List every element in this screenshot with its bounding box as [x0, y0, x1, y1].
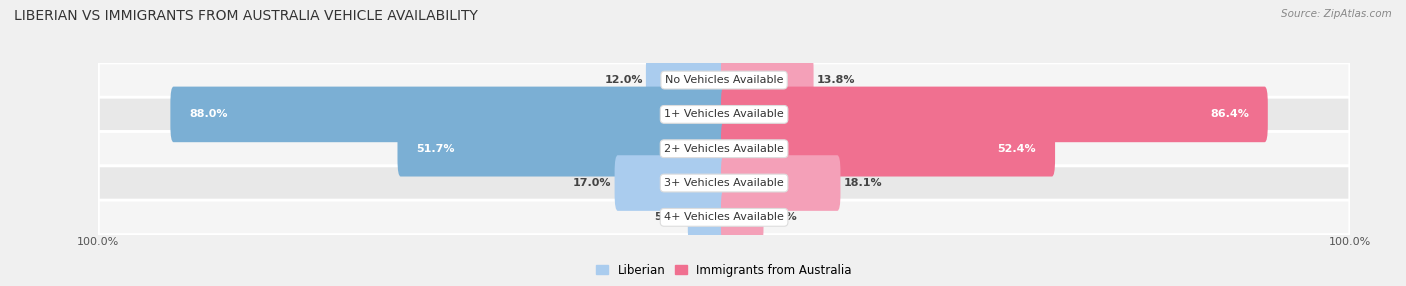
- Legend: Liberian, Immigrants from Australia: Liberian, Immigrants from Australia: [596, 264, 852, 277]
- FancyBboxPatch shape: [645, 52, 727, 108]
- FancyBboxPatch shape: [721, 87, 1268, 142]
- FancyBboxPatch shape: [98, 132, 1350, 166]
- Text: 52.4%: 52.4%: [998, 144, 1036, 154]
- Text: 5.3%: 5.3%: [654, 212, 685, 222]
- Text: No Vehicles Available: No Vehicles Available: [665, 75, 783, 85]
- Text: 12.0%: 12.0%: [605, 75, 643, 85]
- FancyBboxPatch shape: [98, 63, 1350, 97]
- FancyBboxPatch shape: [721, 121, 1054, 176]
- FancyBboxPatch shape: [721, 52, 814, 108]
- Text: Source: ZipAtlas.com: Source: ZipAtlas.com: [1281, 9, 1392, 19]
- Text: 88.0%: 88.0%: [190, 110, 228, 119]
- Text: 5.8%: 5.8%: [766, 212, 797, 222]
- FancyBboxPatch shape: [398, 121, 727, 176]
- Text: 1+ Vehicles Available: 1+ Vehicles Available: [664, 110, 785, 119]
- FancyBboxPatch shape: [98, 200, 1350, 235]
- Text: 86.4%: 86.4%: [1211, 110, 1249, 119]
- FancyBboxPatch shape: [688, 190, 727, 245]
- FancyBboxPatch shape: [721, 190, 763, 245]
- FancyBboxPatch shape: [98, 166, 1350, 200]
- Text: 13.8%: 13.8%: [817, 75, 855, 85]
- Text: 4+ Vehicles Available: 4+ Vehicles Available: [664, 212, 785, 222]
- FancyBboxPatch shape: [170, 87, 727, 142]
- Text: 2+ Vehicles Available: 2+ Vehicles Available: [664, 144, 785, 154]
- FancyBboxPatch shape: [614, 155, 727, 211]
- Text: 17.0%: 17.0%: [574, 178, 612, 188]
- Text: 3+ Vehicles Available: 3+ Vehicles Available: [664, 178, 785, 188]
- Text: 18.1%: 18.1%: [844, 178, 882, 188]
- Text: 51.7%: 51.7%: [416, 144, 454, 154]
- Text: LIBERIAN VS IMMIGRANTS FROM AUSTRALIA VEHICLE AVAILABILITY: LIBERIAN VS IMMIGRANTS FROM AUSTRALIA VE…: [14, 9, 478, 23]
- FancyBboxPatch shape: [98, 97, 1350, 132]
- FancyBboxPatch shape: [721, 155, 841, 211]
